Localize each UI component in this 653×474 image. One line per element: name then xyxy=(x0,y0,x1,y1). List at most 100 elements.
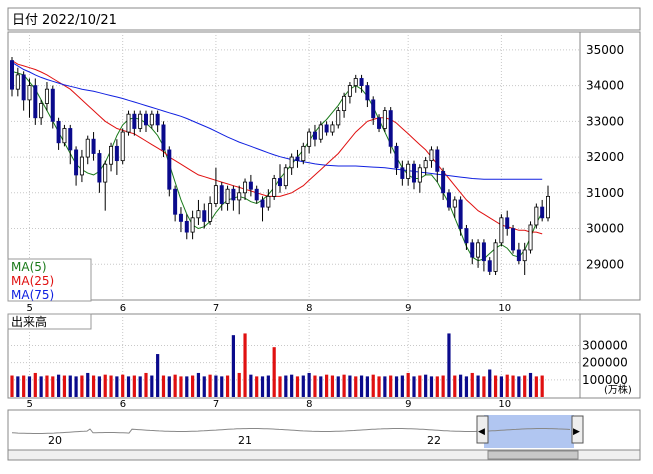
navigator-scrollbar-track[interactable] xyxy=(7,449,641,461)
volume-bar xyxy=(313,375,317,397)
ma-line-ma25 xyxy=(11,60,543,235)
candle-up xyxy=(196,210,201,219)
volume-bar xyxy=(202,376,206,397)
candle-up xyxy=(138,113,143,129)
volume-bar xyxy=(126,376,131,397)
month-label-volume: 10 xyxy=(498,399,511,410)
candle-down xyxy=(74,149,79,176)
volume-legend-box xyxy=(7,313,92,330)
candle-down xyxy=(371,99,376,119)
volume-bar xyxy=(406,372,410,397)
volume-bar xyxy=(161,375,166,397)
volume-bar xyxy=(319,376,323,397)
volume-bar xyxy=(191,375,195,397)
candle-up xyxy=(522,249,527,262)
candle-down xyxy=(277,178,282,187)
candle-up xyxy=(528,224,533,251)
volume-bar xyxy=(144,372,148,397)
volume-bar xyxy=(179,376,183,397)
volume-bar xyxy=(91,375,96,397)
candle-down xyxy=(91,138,96,154)
volume-bar xyxy=(62,375,67,397)
month-label: 10 xyxy=(498,303,511,314)
volume-bar xyxy=(185,376,189,397)
volume-bar xyxy=(156,354,160,397)
navigator-window[interactable] xyxy=(484,415,574,448)
volume-bar xyxy=(377,376,381,397)
volume-bar xyxy=(429,376,434,397)
navigator-scrollbar-thumb[interactable] xyxy=(487,450,579,460)
candle-down xyxy=(68,128,73,151)
chevron-left-icon: ◀ xyxy=(478,427,485,437)
volume-bar xyxy=(464,376,469,397)
price-tick-label: 29000 xyxy=(586,257,624,271)
price-grid xyxy=(8,32,581,300)
volume-panel xyxy=(7,313,641,399)
volume-bar xyxy=(22,375,26,397)
candle-down xyxy=(248,181,253,190)
candle-down xyxy=(97,153,102,183)
volume-bar xyxy=(348,375,352,397)
candle-up xyxy=(476,242,481,258)
volume-bar xyxy=(45,375,49,397)
candle-down xyxy=(441,170,446,194)
volume-bar xyxy=(470,372,474,397)
volume-bar xyxy=(412,376,416,397)
volume-bar xyxy=(39,376,43,397)
navigator-right-handle[interactable] xyxy=(571,415,584,444)
volume-bar xyxy=(214,375,218,397)
volume-bar xyxy=(447,333,451,397)
month-label-volume: 5 xyxy=(26,399,32,410)
volume-bar xyxy=(290,374,294,397)
volume-bar xyxy=(511,375,515,397)
candle-down xyxy=(394,145,399,169)
volume-bar xyxy=(138,376,142,397)
candle-up xyxy=(499,217,504,244)
volume-bar xyxy=(534,376,538,397)
candle-up xyxy=(109,145,114,165)
candle-down xyxy=(56,120,61,144)
candle-down xyxy=(143,113,148,126)
candle-down xyxy=(50,88,55,122)
price-tick-label: 35000 xyxy=(586,43,624,57)
volume-bar xyxy=(517,376,521,397)
candle-down xyxy=(295,156,300,162)
candle-up xyxy=(39,103,44,119)
volume-bar xyxy=(68,375,72,397)
volume-bar xyxy=(260,376,265,397)
volume-bar xyxy=(16,376,20,397)
candle-down xyxy=(167,149,172,190)
candle-up xyxy=(126,113,131,133)
volume-bar xyxy=(488,369,492,397)
volume-bar xyxy=(255,376,259,397)
ma-line-ma75 xyxy=(11,61,543,180)
volume-bar xyxy=(540,375,544,397)
volume-y-axis: 100000 200000 300000 xyxy=(582,338,628,386)
navigator-left-handle[interactable] xyxy=(476,415,489,444)
candle-up xyxy=(27,85,32,101)
candle-up xyxy=(62,128,67,144)
candle-up xyxy=(301,145,306,162)
candle-up xyxy=(237,192,242,201)
volume-bars xyxy=(10,333,544,397)
legend-ma75: MA(75) xyxy=(11,288,54,302)
candle-up xyxy=(546,195,551,219)
candle-up xyxy=(347,85,352,97)
month-label: 6 xyxy=(120,303,126,314)
volume-bar xyxy=(51,376,55,397)
volume-bar xyxy=(394,376,399,397)
candle-down xyxy=(219,185,224,204)
candle-up xyxy=(208,203,213,222)
volume-bar xyxy=(196,372,201,397)
candle-up xyxy=(213,185,218,204)
candle-up xyxy=(429,149,434,162)
candle-down xyxy=(9,60,14,90)
volume-bar xyxy=(266,375,270,397)
candle-down xyxy=(377,117,382,129)
volume-bar xyxy=(208,374,212,397)
volume-bar xyxy=(493,375,498,397)
candle-down xyxy=(260,199,265,208)
candle-up xyxy=(243,181,248,194)
candle-up xyxy=(289,156,294,169)
